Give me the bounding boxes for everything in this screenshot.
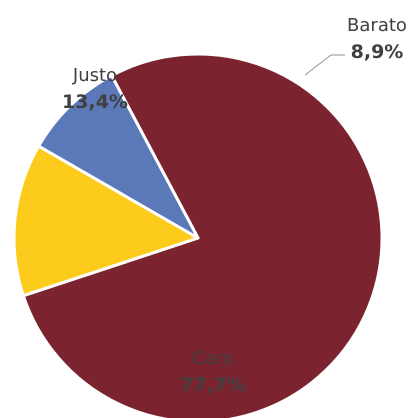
pie-slice-justo (12, 144, 200, 298)
pie-slice-barato (37, 74, 200, 240)
slice-label-caro: Caro (192, 348, 234, 369)
slice-value-barato: 8,9% (351, 41, 404, 63)
slice-value-justo: 13,4% (62, 91, 128, 113)
barato-leader-line (304, 54, 345, 76)
slice-label-justo: Justo (72, 65, 117, 86)
pie-slices (12, 52, 384, 418)
pie-slice-caro (21, 52, 384, 418)
slice-label-barato: Barato (347, 15, 407, 36)
slice-value-caro: 77,7% (180, 374, 246, 396)
